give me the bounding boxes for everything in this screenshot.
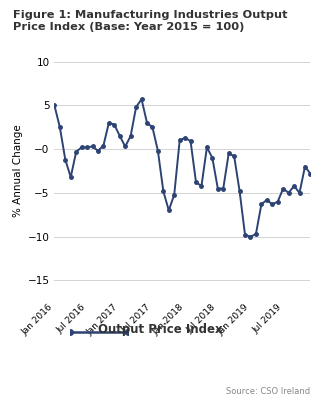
Y-axis label: % Annual Change: % Annual Change (13, 125, 23, 217)
Text: Price Index (Base: Year 2015 = 100): Price Index (Base: Year 2015 = 100) (13, 22, 244, 32)
Text: Source: CSO Ireland: Source: CSO Ireland (226, 387, 310, 396)
Text: Figure 1: Manufacturing Industries Output: Figure 1: Manufacturing Industries Outpu… (13, 10, 287, 20)
Text: Output Price Index: Output Price Index (98, 324, 222, 336)
